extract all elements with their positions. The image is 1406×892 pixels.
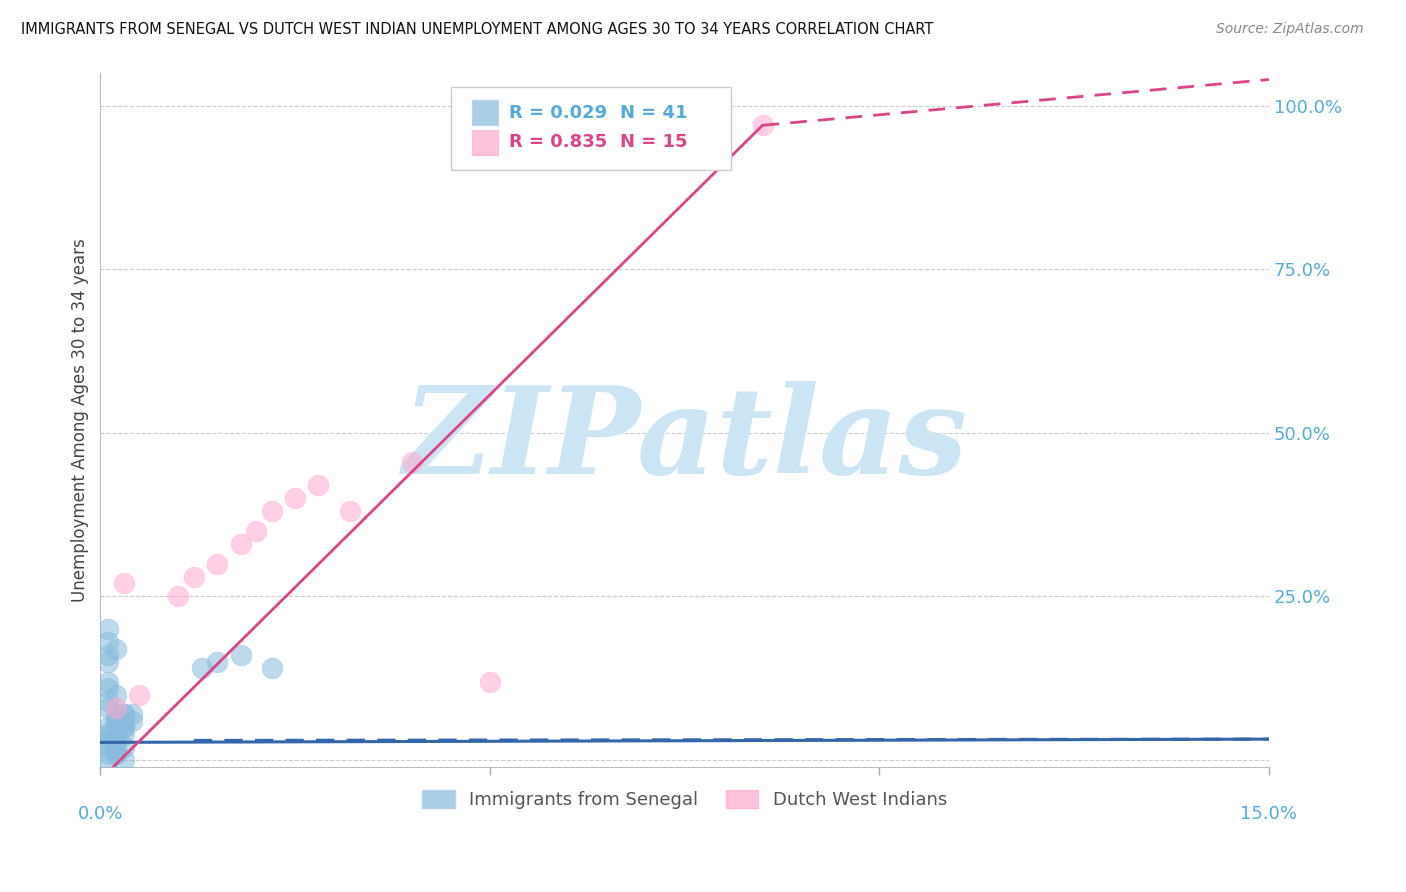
Point [97, 694, 120, 708]
Point [97, 635, 120, 649]
Point [112, 739, 135, 754]
Point [478, 674, 501, 689]
Point [97, 727, 120, 741]
Point [97, 674, 120, 689]
Point [245, 524, 267, 538]
Text: R = 0.835: R = 0.835 [509, 133, 607, 152]
Text: ZIPatlas: ZIPatlas [402, 382, 967, 500]
Point [104, 641, 127, 656]
Point [97, 739, 120, 754]
Point [104, 747, 127, 761]
Point [284, 491, 307, 506]
Point [112, 753, 135, 767]
Point [97, 747, 120, 761]
Point [97, 681, 120, 695]
Point [104, 707, 127, 722]
Point [751, 119, 773, 133]
Point [97, 700, 120, 714]
Point [112, 720, 135, 734]
Point [112, 714, 135, 728]
Point [190, 661, 212, 675]
Legend: Immigrants from Senegal, Dutch West Indians: Immigrants from Senegal, Dutch West Indi… [415, 782, 955, 816]
Point [112, 720, 135, 734]
Point [260, 661, 283, 675]
Text: IMMIGRANTS FROM SENEGAL VS DUTCH WEST INDIAN UNEMPLOYMENT AMONG AGES 30 TO 34 YE: IMMIGRANTS FROM SENEGAL VS DUTCH WEST IN… [21, 22, 934, 37]
Point [112, 576, 135, 591]
Text: N = 15: N = 15 [620, 133, 688, 152]
Point [112, 727, 135, 741]
Bar [472, 100, 498, 125]
Point [205, 655, 228, 669]
Point [104, 727, 127, 741]
Point [104, 733, 127, 747]
Point [104, 747, 127, 761]
Point [104, 714, 127, 728]
Y-axis label: Unemployment Among Ages 30 to 34 years: Unemployment Among Ages 30 to 34 years [72, 238, 89, 602]
Point [339, 504, 361, 518]
Point [104, 733, 127, 747]
Point [97, 753, 120, 767]
Point [97, 727, 120, 741]
Point [97, 720, 120, 734]
Point [97, 733, 120, 747]
Point [104, 688, 127, 702]
Point [121, 707, 143, 722]
Text: 15.0%: 15.0% [1240, 805, 1298, 823]
Text: N = 41: N = 41 [620, 103, 688, 121]
Bar [472, 130, 498, 155]
Point [128, 688, 150, 702]
FancyBboxPatch shape [451, 87, 731, 170]
Point [260, 504, 283, 518]
Point [112, 707, 135, 722]
Point [229, 648, 252, 663]
Point [104, 720, 127, 734]
Point [229, 537, 252, 551]
Point [104, 739, 127, 754]
Point [97, 655, 120, 669]
Text: 0.0%: 0.0% [77, 805, 124, 823]
Point [104, 714, 127, 728]
Point [97, 622, 120, 636]
Point [183, 570, 205, 584]
Point [97, 648, 120, 663]
Point [112, 707, 135, 722]
Point [308, 478, 330, 492]
Point [167, 590, 190, 604]
Point [205, 557, 228, 571]
Text: Source: ZipAtlas.com: Source: ZipAtlas.com [1216, 22, 1364, 37]
Point [401, 455, 423, 469]
Point [104, 700, 127, 714]
Point [121, 714, 143, 728]
Text: R = 0.029: R = 0.029 [509, 103, 607, 121]
